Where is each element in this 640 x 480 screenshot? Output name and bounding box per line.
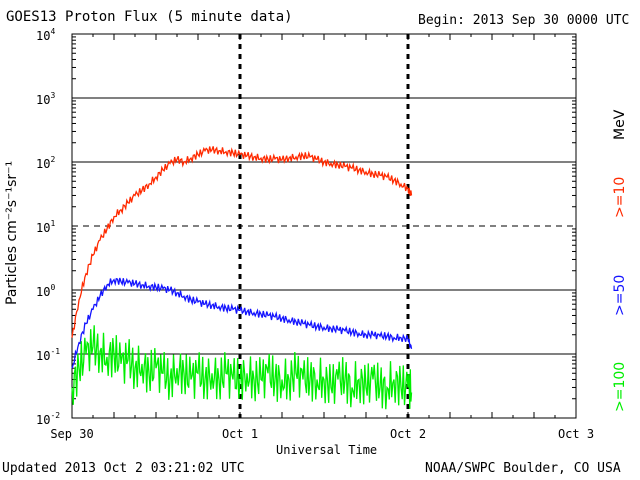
updated-timestamp: Updated 2013 Oct 2 03:21:02 UTC bbox=[2, 461, 245, 476]
series-label-3: >=100 bbox=[612, 361, 628, 412]
series-line-2 bbox=[71, 277, 413, 369]
x-tick-label: Oct 1 bbox=[221, 427, 259, 441]
y-tick-label: 10-2 bbox=[36, 411, 61, 427]
y-tick-label: 100 bbox=[36, 283, 56, 299]
energy-unit-label: MeV bbox=[612, 109, 628, 140]
x-axis-label: Universal Time bbox=[276, 443, 378, 457]
series-line-3 bbox=[71, 325, 413, 410]
y-tick-label: 101 bbox=[36, 219, 56, 235]
y-tick-label: 103 bbox=[36, 91, 56, 107]
y-tick-label: 104 bbox=[36, 27, 56, 43]
credit-text: NOAA/SWPC Boulder, CO USA bbox=[425, 461, 621, 476]
chart-title: GOES13 Proton Flux (5 minute data) bbox=[6, 9, 293, 25]
series-label-1: >=10 bbox=[612, 176, 628, 218]
y-tick-label: 102 bbox=[36, 155, 56, 171]
y-tick-label: 10-1 bbox=[36, 347, 61, 363]
series-line-1 bbox=[71, 146, 413, 338]
x-tick-label: Oct 3 bbox=[557, 427, 595, 441]
y-axis-label: Particles cm⁻²s⁻¹sr⁻¹ bbox=[4, 160, 20, 305]
begin-time: Begin: 2013 Sep 30 0000 UTC bbox=[418, 13, 630, 28]
x-tick-label: Oct 2 bbox=[389, 427, 427, 441]
x-tick-label: Sep 30 bbox=[50, 427, 94, 441]
series-label-2: >=50 bbox=[612, 274, 628, 316]
